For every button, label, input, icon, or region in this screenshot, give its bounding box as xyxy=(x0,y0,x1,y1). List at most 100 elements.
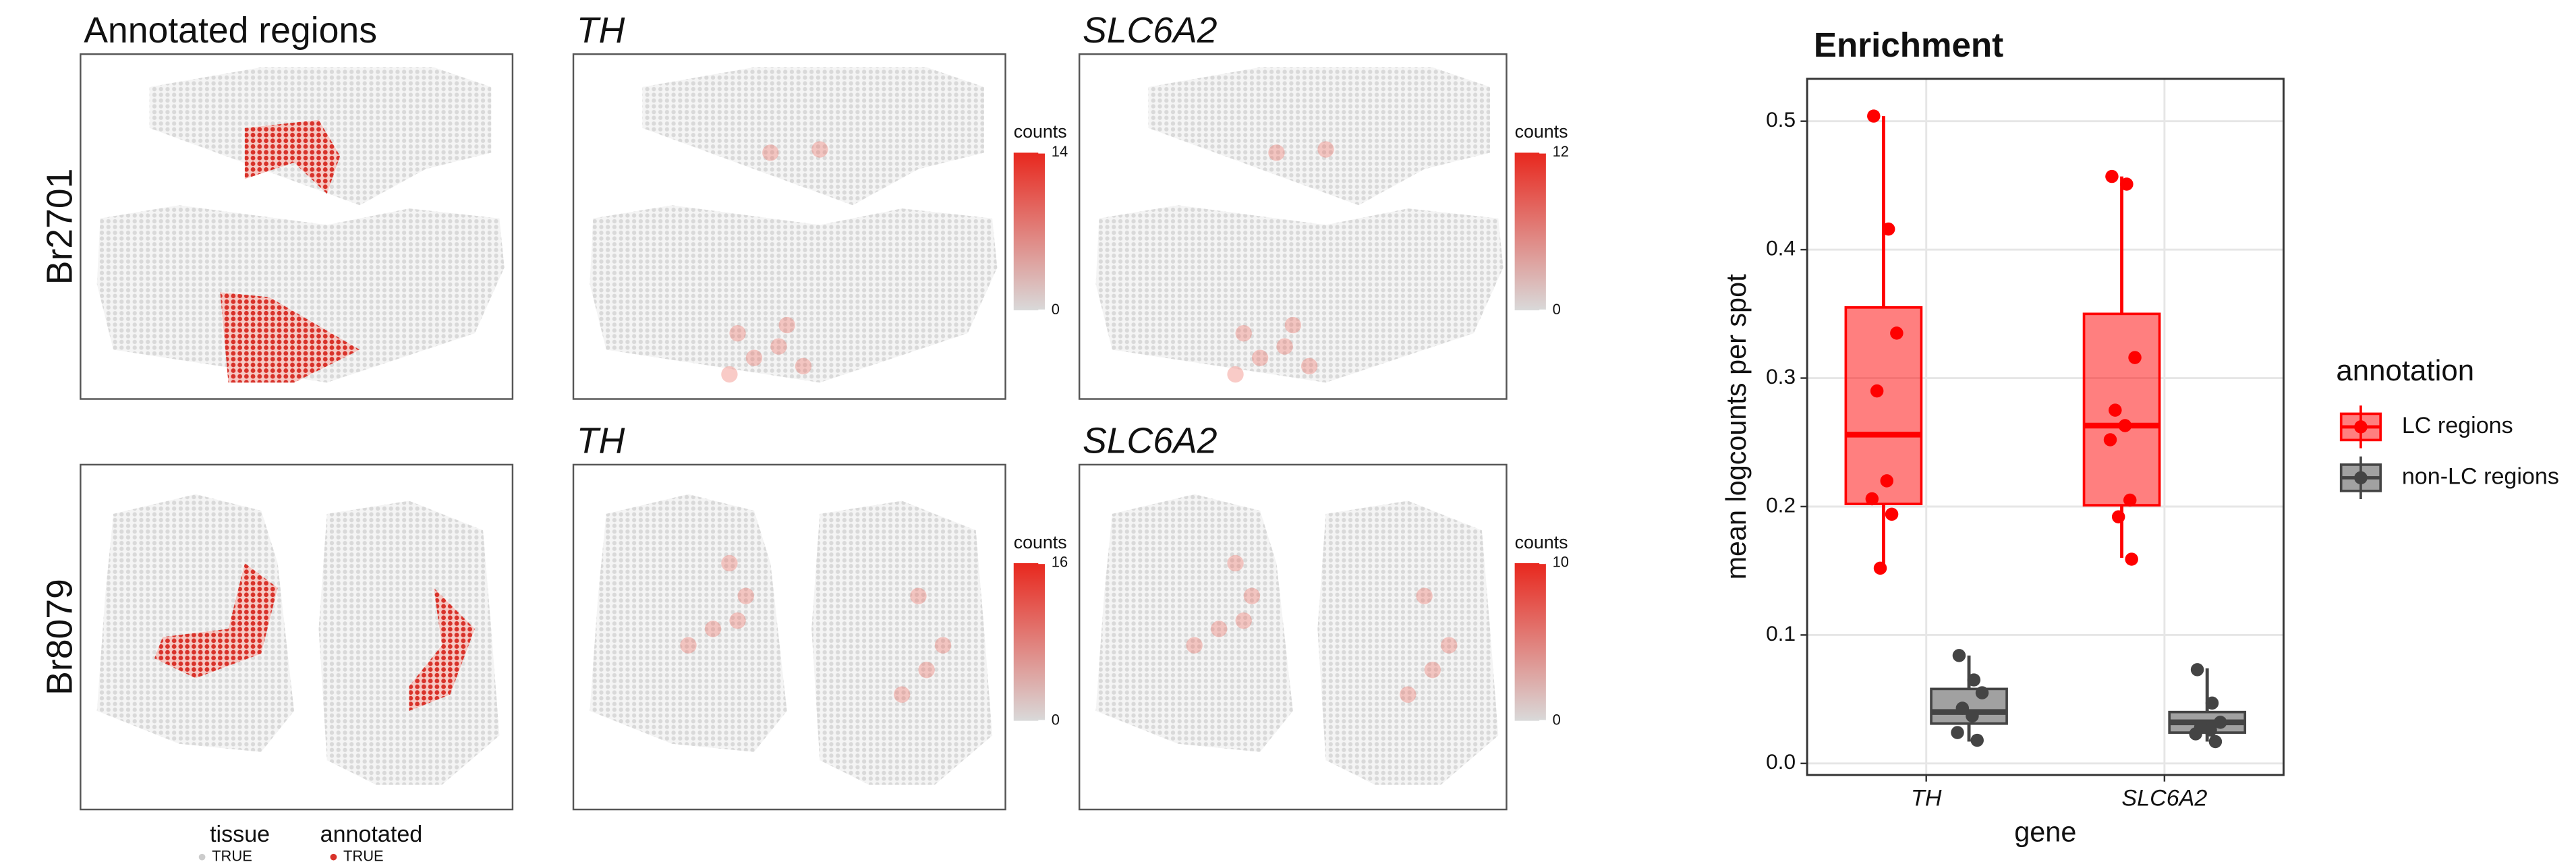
point xyxy=(2109,403,2121,416)
expression-spot xyxy=(770,338,786,354)
expression-spot xyxy=(729,325,745,341)
y-tick-label: 0.4 xyxy=(1766,235,1796,260)
colorbar xyxy=(1014,152,1045,310)
colorbar xyxy=(1515,152,1546,310)
expression-spot xyxy=(1252,350,1268,366)
panel-title: Annotated regions xyxy=(84,11,377,51)
box xyxy=(1845,308,1921,504)
expression-spot xyxy=(1441,637,1457,654)
expression-spot xyxy=(795,358,811,374)
legend-entry: TRUE xyxy=(212,847,252,862)
point xyxy=(2104,433,2117,446)
point xyxy=(2105,170,2118,183)
panel-title: TH xyxy=(577,11,625,51)
legend-title: annotated xyxy=(320,822,423,847)
point xyxy=(1885,508,1898,521)
point xyxy=(1866,492,1879,505)
colorbar-tick-label: 10 xyxy=(1553,554,1569,571)
colorbar-label: counts xyxy=(1515,121,1568,142)
expression-spot xyxy=(746,350,762,366)
y-tick-label: 0.1 xyxy=(1766,621,1796,645)
colorbar-label: counts xyxy=(1014,532,1067,552)
box-chart: EnrichmentTHSLC6A20.00.10.20.30.40.5gene… xyxy=(1721,26,2559,847)
expression-spot xyxy=(1416,587,1432,604)
point xyxy=(2204,724,2216,737)
expression-spot xyxy=(811,141,828,157)
legend-title: annotation xyxy=(2336,354,2474,387)
point xyxy=(2120,177,2133,190)
expression-spot xyxy=(1425,662,1441,678)
point xyxy=(1881,474,1893,487)
expression-spot xyxy=(1244,587,1260,604)
point xyxy=(1951,726,1964,739)
y-tick-label: 0.2 xyxy=(1766,492,1796,517)
figure: Annotated regionsTHcounts014SLC6A2counts… xyxy=(0,0,2576,862)
expression-spot xyxy=(910,587,926,604)
point xyxy=(1890,326,1903,339)
expression-spot xyxy=(1211,621,1227,637)
tissue xyxy=(590,494,786,752)
tissue xyxy=(1096,494,1293,752)
sample-label: Br2701 xyxy=(40,169,80,285)
legend-key xyxy=(331,854,337,861)
panel-title: TH xyxy=(577,421,625,461)
expression-spot xyxy=(918,662,934,678)
point xyxy=(2189,727,2202,740)
expression-spot xyxy=(762,144,778,161)
legend-entry: TRUE xyxy=(343,847,384,862)
point xyxy=(1874,562,1887,575)
expression-spot xyxy=(1400,687,1416,703)
colorbar-tick-label: 12 xyxy=(1553,143,1569,160)
expression-spot xyxy=(935,637,951,654)
y-tick-label: 0.5 xyxy=(1766,107,1796,132)
point xyxy=(1870,384,1883,397)
x-tick-label: TH xyxy=(1911,786,1942,811)
x-tick-label: SLC6A2 xyxy=(2121,786,2207,811)
legend-key-point xyxy=(2354,471,2367,484)
expression-spot xyxy=(729,612,745,629)
colorbar-label: counts xyxy=(1014,121,1067,142)
expression-spot xyxy=(705,621,721,637)
colorbar-tick-label: 16 xyxy=(1052,554,1068,571)
expression-spot xyxy=(680,637,696,654)
legend-entry: LC regions xyxy=(2402,413,2513,438)
colorbar-label: counts xyxy=(1515,532,1568,552)
expression-spot xyxy=(778,317,795,333)
colorbar xyxy=(1515,563,1546,721)
point xyxy=(1970,734,1983,747)
expression-spot xyxy=(1236,612,1252,629)
colorbar-tick-label: 0 xyxy=(1052,711,1060,728)
tissue xyxy=(811,500,992,784)
panel-title: SLC6A2 xyxy=(1083,421,1218,461)
colorbar-tick-label: 0 xyxy=(1553,711,1561,728)
legend-entry: non-LC regions xyxy=(2402,463,2559,489)
expression-spot xyxy=(1301,358,1317,374)
point xyxy=(1882,223,1895,235)
legend-key-point xyxy=(2354,420,2367,433)
point xyxy=(2123,494,2136,507)
tissue xyxy=(1317,500,1498,784)
expression-spot xyxy=(1186,637,1202,654)
page: {"spatial_panels": { "titles": ["Annotat… xyxy=(0,0,2576,862)
point xyxy=(2209,735,2222,748)
panel-title: SLC6A2 xyxy=(1083,11,1218,51)
point xyxy=(1953,649,1966,662)
x-axis-label: gene xyxy=(2014,817,2076,848)
box xyxy=(2084,314,2160,505)
point xyxy=(1966,710,1978,722)
expression-spot xyxy=(1317,141,1334,157)
point xyxy=(1976,686,1988,699)
expression-spot xyxy=(1285,317,1301,333)
expression-spot xyxy=(1227,366,1243,382)
expression-spot xyxy=(721,555,737,571)
y-tick-label: 0.3 xyxy=(1766,364,1796,389)
point xyxy=(2112,510,2125,523)
chart-title: Enrichment xyxy=(1814,26,2003,64)
colorbar-tick-label: 0 xyxy=(1052,301,1060,318)
point xyxy=(2119,419,2131,432)
y-axis-label: mean logcounts per spot xyxy=(1721,274,1752,579)
sample-label: Br8079 xyxy=(40,579,80,695)
colorbar-tick-label: 0 xyxy=(1553,301,1561,318)
expression-spot xyxy=(1268,144,1284,161)
